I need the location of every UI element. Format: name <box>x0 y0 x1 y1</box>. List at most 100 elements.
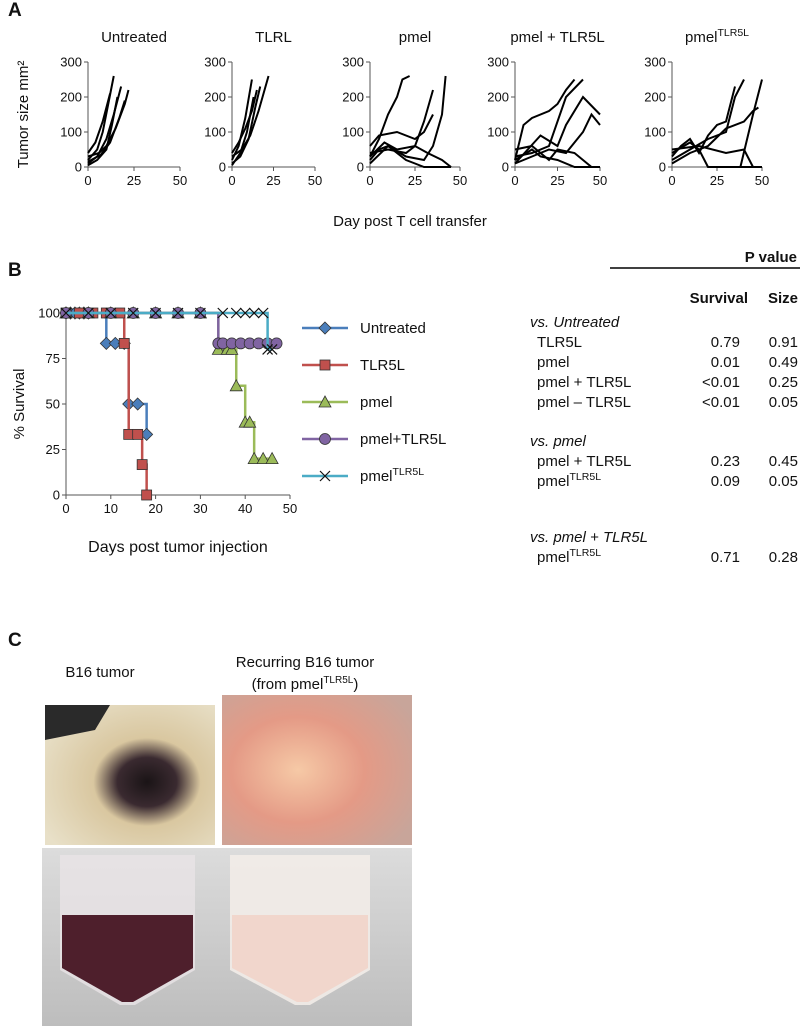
row-label-base: pmel <box>537 473 570 490</box>
tube-content <box>232 915 368 1002</box>
tumor-growth-line <box>87 93 112 154</box>
y-tick-label: 300 <box>60 55 82 70</box>
row-label-base: pmel <box>537 549 570 566</box>
row-label-base: TLR5L <box>537 334 582 351</box>
legend-label: pmel+TLR5L <box>360 431 446 448</box>
legend-label-base: pmel <box>360 394 393 411</box>
tumor-growth-line <box>514 78 576 161</box>
tumor-growth-line <box>369 75 411 157</box>
x-tick-label: 0 <box>62 501 69 516</box>
y-tick-label: 50 <box>46 397 60 412</box>
x-axis-label: Days post tumor injection <box>88 539 268 556</box>
y-tick-label: 100 <box>204 125 226 140</box>
survival-p-value: 0.09 <box>711 473 740 490</box>
panel-label: C <box>8 630 22 651</box>
x-tick-label: 25 <box>710 173 724 188</box>
x-tick-label: 50 <box>453 173 467 188</box>
y-tick-label: 0 <box>53 488 60 503</box>
x-axis-label: Day post T cell transfer <box>333 213 487 230</box>
y-tick-label: 75 <box>46 351 60 366</box>
tumor-growth-line <box>87 100 126 163</box>
photo-caption: Recurring B16 tumor <box>236 654 374 671</box>
y-tick-label: 100 <box>38 306 60 321</box>
chart-title-base: pmel <box>399 29 432 46</box>
legend-label: pmel <box>360 394 393 411</box>
marker <box>141 489 153 501</box>
marker <box>82 307 94 319</box>
survival-p-value: <0.01 <box>702 374 740 391</box>
panel-label: A <box>8 0 22 21</box>
size-p-value: 0.05 <box>769 473 798 490</box>
chart-title: pmel + TLR5L <box>510 29 604 46</box>
y-tick-label: 200 <box>342 90 364 105</box>
y-tick-label: 0 <box>219 160 226 175</box>
y-tick-label: 0 <box>502 160 509 175</box>
y-tick-label: 300 <box>644 55 666 70</box>
x-tick-label: 40 <box>238 501 252 516</box>
legend-label-base: pmel <box>360 468 393 485</box>
tumor-growth-line <box>231 89 258 154</box>
marker <box>266 343 278 355</box>
x-tick-label: 25 <box>408 173 422 188</box>
tumor-growth-line <box>87 96 119 167</box>
x-tick-label: 0 <box>511 173 518 188</box>
y-tick-label: 300 <box>487 55 509 70</box>
y-tick-label: 0 <box>659 160 666 175</box>
caption-superscript: TLR5L <box>323 675 353 686</box>
marker <box>217 307 229 319</box>
size-p-value: 0.05 <box>769 394 798 411</box>
legend-label: pmelTLR5L <box>360 466 424 485</box>
survival-p-value: 0.01 <box>711 354 740 371</box>
marker <box>318 395 332 408</box>
y-tick-label: 300 <box>342 55 364 70</box>
tumor-growth-line <box>369 89 434 155</box>
column-header: Size <box>768 290 798 307</box>
row-label: pmel + TLR5L <box>537 374 631 391</box>
row-label: pmel – TLR5L <box>537 394 631 411</box>
row-label-base: pmel + TLR5L <box>537 374 631 391</box>
marker <box>99 336 113 350</box>
legend-label: Untreated <box>360 320 426 337</box>
legend-label-base: Untreated <box>360 320 426 337</box>
survival-p-value: 0.23 <box>711 453 740 470</box>
tumor-growth-line <box>514 95 601 165</box>
group-title: vs. pmel + TLR5L <box>530 529 648 546</box>
marker <box>230 307 242 319</box>
marker <box>131 397 145 411</box>
x-tick-label: 50 <box>755 173 769 188</box>
marker <box>150 307 162 319</box>
x-tick-label: 50 <box>173 173 187 188</box>
caption-text: (from pmel <box>252 676 324 693</box>
marker <box>132 428 144 440</box>
y-tick-label: 100 <box>487 125 509 140</box>
marker <box>257 307 269 319</box>
y-tick-label: 100 <box>644 125 666 140</box>
legend-label-base: TLR5L <box>360 357 405 374</box>
y-tick-label: 0 <box>357 160 364 175</box>
marker <box>270 337 283 350</box>
step-line <box>66 311 148 435</box>
marker <box>319 470 331 482</box>
row-label-base: pmel – TLR5L <box>537 394 631 411</box>
size-p-value: 0.25 <box>769 374 798 391</box>
tumor-growth-line <box>369 75 447 165</box>
marker <box>123 428 135 440</box>
row-label: pmelTLR5L <box>537 547 601 566</box>
chart-title-base: TLRL <box>255 29 292 46</box>
panel-label: B <box>8 260 22 281</box>
chart-title-superscript: TLR5L <box>718 27 750 39</box>
x-tick-label: 0 <box>668 173 675 188</box>
y-tick-label: 200 <box>644 90 666 105</box>
x-tick-label: 50 <box>593 173 607 188</box>
size-p-value: 0.49 <box>769 354 798 371</box>
y-tick-label: 25 <box>46 442 60 457</box>
group-title: vs. pmel <box>530 433 587 450</box>
survival-p-value: 0.71 <box>711 549 740 566</box>
chart-title-base: pmel + TLR5L <box>510 29 604 46</box>
row-label: pmel <box>537 354 570 371</box>
marker <box>127 307 139 319</box>
marker <box>172 307 184 319</box>
x-tick-label: 0 <box>366 173 373 188</box>
row-label: pmel + TLR5L <box>537 453 631 470</box>
survival-p-value: 0.79 <box>711 334 740 351</box>
